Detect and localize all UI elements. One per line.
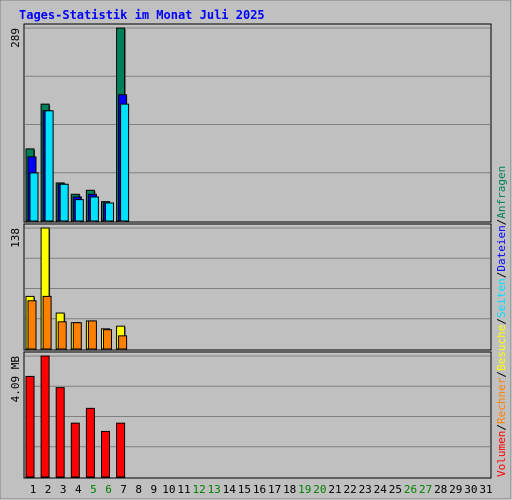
day-label: 23 [359,483,372,496]
x-axis-day-labels: 1 2 3 4 5 6 7 8 9 10 11 12 13 14 15 16 17 18 19 20 21 22 23 24 2… [30,483,493,496]
day-label: 26 [404,483,417,496]
bar-volumen-day-3 [55,387,65,478]
legend-item-seiten: Seiten [495,278,508,318]
legend-separator: / [495,371,508,378]
panel-frame [23,23,492,223]
day-label: 27 [419,483,432,496]
day-label: 4 [75,483,82,496]
day-label: 11 [177,483,190,496]
day-label: 1 [30,483,37,496]
bar-rechner-day-4 [72,322,82,350]
bar-volumen-day-4 [70,422,80,478]
legend-item-volumen: Volumen [495,431,508,477]
day-label: 20 [313,483,326,496]
bar-volumen-day-5 [85,407,95,478]
day-label: 12 [192,483,205,496]
day-label: 9 [150,483,157,496]
bar-seiten-day-6 [105,202,114,222]
legend-item-dateien: Dateien [495,225,508,271]
panel-visits: 138 [9,223,492,351]
day-label: 24 [374,483,388,496]
bar-rechner-day-5 [87,320,97,350]
day-label: 5 [90,483,97,496]
bar-seiten-day-1 [29,172,39,222]
legend-text: Volumen/Rechner/Besuche/Seiten/Dateien/A… [495,166,508,477]
day-label: 13 [208,483,221,496]
bar-rechner-day-7 [118,335,128,350]
legend-item-anfragen: Anfragen [495,166,508,219]
day-label: 10 [162,483,175,496]
legend-separator: / [495,318,508,325]
day-label: 29 [449,483,462,496]
bar-seiten-day-5 [89,196,99,222]
day-label: 30 [464,483,477,496]
bar-rechner-day-6 [103,329,112,350]
vertical-legend: Volumen/Rechner/Besuche/Seiten/Dateien/A… [495,166,508,477]
day-label: 6 [105,483,112,496]
day-label: 17 [268,483,281,496]
bar-volumen-day-2 [40,355,50,478]
day-label: 2 [45,483,52,496]
legend-separator: / [495,424,508,431]
legend-separator: / [495,272,508,279]
bar-volumen-day-6 [101,430,110,478]
day-label: 14 [223,483,237,496]
bar-rechner-day-1 [27,300,37,350]
legend-item-besuche: Besuche [495,325,508,371]
day-label: 19 [298,483,311,496]
day-label: 31 [479,483,492,496]
day-label: 16 [253,483,266,496]
legend-item-rechner: Rechner [495,377,508,424]
bar-volumen-day-7 [116,422,126,478]
day-label: 7 [120,483,127,496]
day-label: 25 [389,483,402,496]
day-label: 18 [283,483,296,496]
bar-rechner-day-2 [42,295,52,350]
bar-seiten-day-7 [120,103,130,222]
day-label: 8 [135,483,142,496]
day-label: 15 [238,483,251,496]
panel-max-label: 4.09 MB [9,356,22,403]
panel-max-label: 289 [9,28,22,48]
day-label: 22 [343,483,356,496]
bar-rechner-day-3 [57,321,67,350]
chart-panels: 289 138 4.09 MB [9,23,492,479]
day-label: 28 [434,483,447,496]
legend-separator: / [495,219,508,226]
bar-seiten-day-2 [44,110,54,222]
bar-seiten-day-3 [59,183,69,222]
panel-volume: 4.09 MB [9,351,492,479]
chart-title: Tages-Statistik im Monat Juli 2025 [19,8,265,22]
panel-hits: 289 [9,23,492,223]
panel-max-label: 138 [9,228,22,248]
bar-volumen-day-1 [25,375,35,478]
bar-seiten-day-4 [74,199,84,222]
day-label: 3 [60,483,67,496]
day-label: 21 [328,483,341,496]
